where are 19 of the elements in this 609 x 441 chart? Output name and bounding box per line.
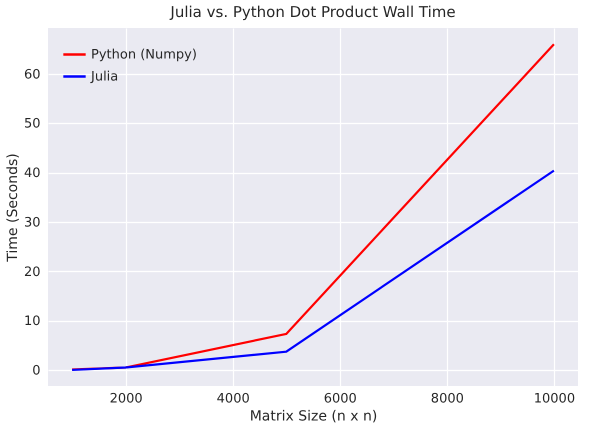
chart-title: Julia vs. Python Dot Product Wall Time xyxy=(169,3,456,21)
y-tick-label: 30 xyxy=(24,215,40,230)
line-series xyxy=(70,170,556,372)
x-tick-label: 10000 xyxy=(534,392,576,406)
x-tick-label: 8000 xyxy=(430,392,464,406)
y-tick-label: 50 xyxy=(24,116,40,132)
x-tick-label: 2000 xyxy=(110,392,143,406)
legend-label: Julia xyxy=(90,70,118,84)
x-axis-title: Matrix Size (n x n) xyxy=(250,408,378,424)
y-tick-label: 20 xyxy=(24,264,40,280)
y-tick-label: 60 xyxy=(24,67,40,82)
line-series xyxy=(70,43,556,371)
legend-label: Python (Numpy) xyxy=(91,48,197,62)
x-tick-label: 4000 xyxy=(216,392,250,406)
y-axis-title: Time (Seconds) xyxy=(4,153,21,263)
y-tick-label: 0 xyxy=(32,363,40,378)
y-tick-label: 10 xyxy=(24,314,40,330)
y-tick-label: 40 xyxy=(24,166,40,182)
x-tick-label: 6000 xyxy=(324,392,357,406)
